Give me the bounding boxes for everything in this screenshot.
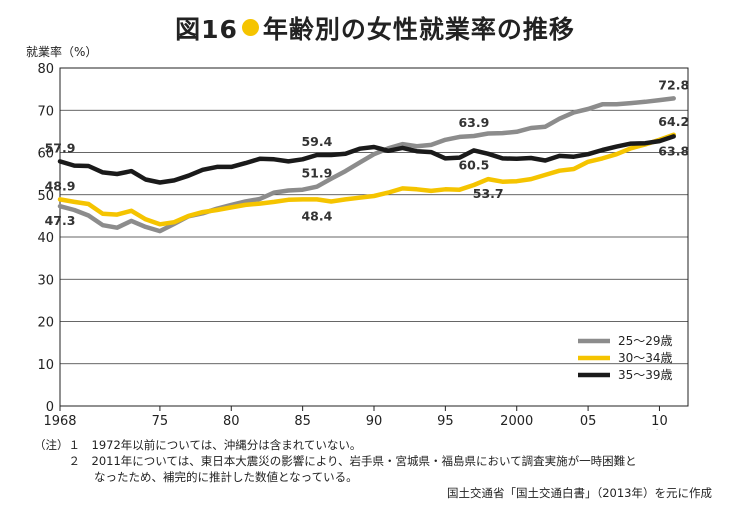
legend-label-1: 25～29歳 xyxy=(618,334,673,348)
source-note: 国土交通省「国土交通白書」（2013年）を元に作成 xyxy=(446,486,712,500)
data-label: 51.9 xyxy=(301,166,332,181)
data-label: 63.9 xyxy=(458,115,489,130)
x-axis-label: （年） xyxy=(641,429,677,430)
title-dot-icon xyxy=(241,19,259,36)
footnotes: （注）１ 1972年以前については、沖縄分は含まれていない。 ２ 2011年につ… xyxy=(34,437,637,485)
series-line-1 xyxy=(57,96,676,234)
y-tick-label: 70 xyxy=(37,104,54,119)
line-chart: 0 10 20 30 40 50 60 70 80 就業率（%） 1968 75 80 85 90 95 200… xyxy=(26,44,690,430)
data-label: 64.2 xyxy=(658,114,689,129)
x-tick-label: 1968 xyxy=(43,414,76,429)
x-tick-label: 90 xyxy=(366,414,383,429)
y-tick-label: 40 xyxy=(37,231,54,246)
legend: 25～29歳 30～34歳 35～39歳 xyxy=(578,334,673,382)
data-label: 48.4 xyxy=(301,209,332,224)
footnote-2-cont: なったため、補完的に推計した数値となっている。 xyxy=(94,470,358,484)
x-tick-label: 95 xyxy=(437,414,454,429)
data-label: 59.4 xyxy=(301,134,332,149)
data-label: 72.8 xyxy=(658,77,689,92)
y-tick-label: 60 xyxy=(37,147,54,162)
series-line-2 xyxy=(57,132,676,227)
y-tick-label: 20 xyxy=(37,316,54,331)
legend-label-3: 35～39歳 xyxy=(618,368,673,382)
y-axis-label: 就業率（%） xyxy=(26,44,97,59)
title-figure-number: 図16 xyxy=(175,15,238,44)
data-label: 57.9 xyxy=(45,140,76,155)
x-tick-label: 75 xyxy=(152,414,169,429)
x-tick-label: 80 xyxy=(223,414,240,429)
x-tick-label: 05 xyxy=(580,414,597,429)
title-text: 年齢別の女性就業率の推移 xyxy=(262,15,575,44)
y-tick-label: 80 xyxy=(37,62,54,77)
footnote-2: ２ 2011年については、東日本大震災の影響により、岩手県・宮城県・福島県におい… xyxy=(34,454,637,468)
data-label: 48.9 xyxy=(45,178,76,193)
data-label: 63.8 xyxy=(658,143,689,158)
x-tick-label: 85 xyxy=(294,414,311,429)
y-tick-label: 30 xyxy=(37,273,54,288)
series-line-3 xyxy=(57,134,676,185)
footnote-1: （注）１ 1972年以前については、沖縄分は含まれていない。 xyxy=(34,438,362,452)
chart-title: 図16 年齢別の女性就業率の推移 xyxy=(0,10,750,46)
legend-label-2: 30～34歳 xyxy=(618,351,673,365)
y-tick-label: 10 xyxy=(37,358,54,373)
series-lines xyxy=(57,96,676,234)
x-tick-label: 10 xyxy=(651,414,668,429)
data-label: 53.7 xyxy=(473,186,504,201)
y-tick-label: 50 xyxy=(37,189,54,204)
data-label: 47.3 xyxy=(45,213,76,228)
axes: 0 10 20 30 40 50 60 70 80 就業率（%） 1968 75 80 85 90 95 200… xyxy=(26,44,689,430)
data-labels: 57.9 48.9 47.3 59.4 51.9 48.4 63.9 60.5 53.7 72.8… xyxy=(45,77,690,228)
data-label: 60.5 xyxy=(458,157,489,172)
x-tick-label: 2000 xyxy=(500,414,533,429)
y-tick-label: 0 xyxy=(46,400,54,415)
